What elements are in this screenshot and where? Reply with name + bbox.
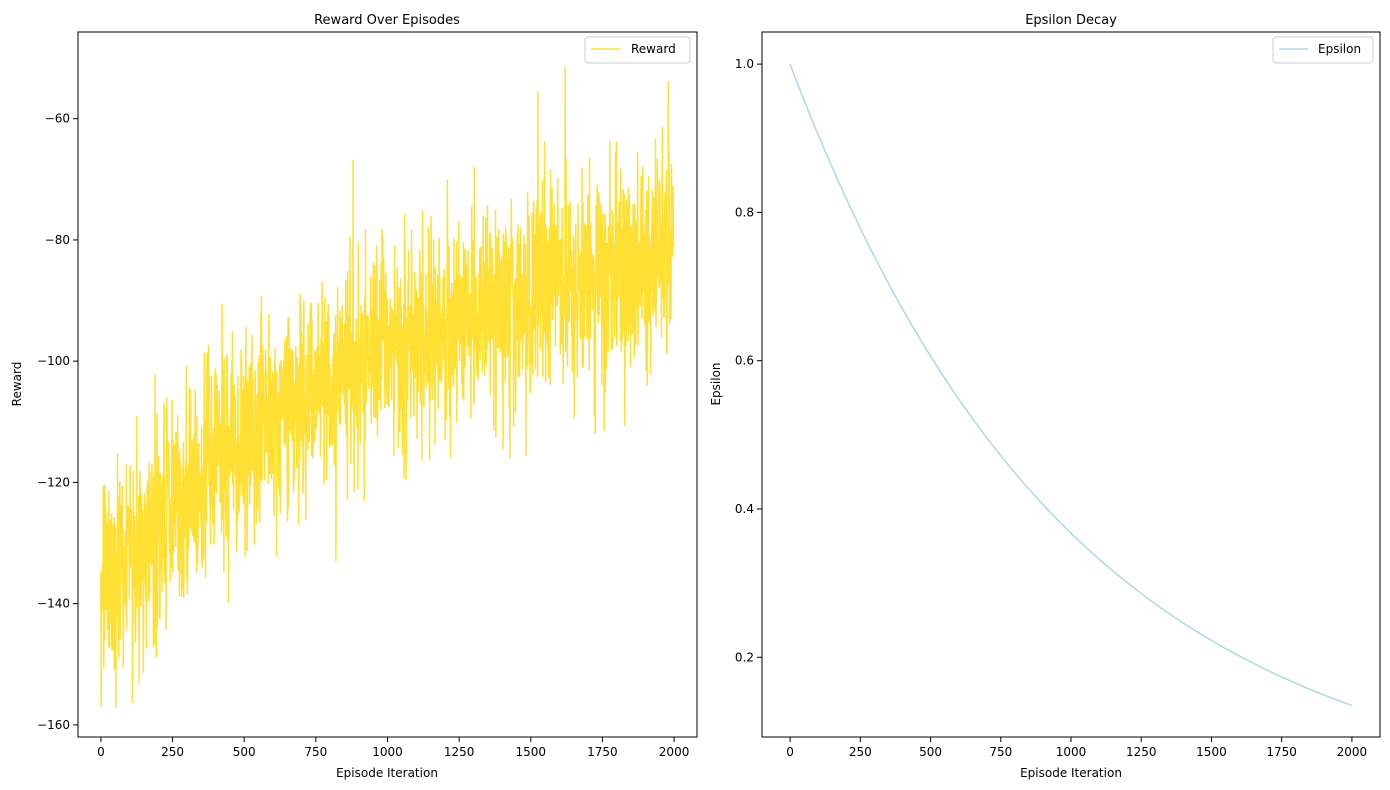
reward-x-ticks: 0 250 500 750 1000 1250 1500 1750 2000 <box>97 737 689 759</box>
reward-plot-area <box>100 67 675 708</box>
reward-x-tick-label: 1250 <box>444 745 475 759</box>
epsilon-y-tick-label: 0.2 <box>735 650 754 664</box>
epsilon-x-tick-label: 0 <box>786 745 794 759</box>
epsilon-x-ticks: 0 250 500 750 1000 1250 1500 1750 2000 <box>786 737 1367 759</box>
reward-x-tick-label: 500 <box>233 745 256 759</box>
reward-chart-title: Reward Over Episodes <box>314 13 460 28</box>
reward-series-line <box>100 67 675 708</box>
epsilon-series-line <box>789 63 1353 707</box>
reward-legend-label: Reward <box>631 42 676 56</box>
reward-x-tick-label: 250 <box>161 745 184 759</box>
epsilon-x-tick-label: 500 <box>919 745 942 759</box>
epsilon-y-tick-label: 0.6 <box>735 354 754 368</box>
epsilon-y-tick-label: 1.0 <box>735 57 754 71</box>
reward-legend: Reward <box>584 36 691 64</box>
epsilon-y-tick-label: 0.4 <box>735 502 754 516</box>
epsilon-x-axis-label: Episode Iteration <box>1020 766 1122 780</box>
reward-x-tick-label: 2000 <box>659 745 690 759</box>
epsilon-x-tick-label: 1250 <box>1126 745 1157 759</box>
epsilon-x-tick-label: 1000 <box>1056 745 1087 759</box>
epsilon-x-tick-label: 750 <box>989 745 1012 759</box>
reward-y-tick-label: −160 <box>37 718 70 732</box>
reward-x-axis-label: Episode Iteration <box>336 766 438 780</box>
epsilon-chart: Epsilon Decay 0 250 500 750 1000 1250 1500 1750… <box>709 13 1381 780</box>
reward-y-tick-label: −100 <box>37 354 70 368</box>
epsilon-y-ticks: 0.2 0.4 0.6 0.8 1.0 <box>735 57 762 664</box>
epsilon-legend-box <box>1272 36 1374 64</box>
epsilon-plot-area <box>789 63 1353 707</box>
epsilon-y-axis-label: Epsilon <box>709 362 723 405</box>
reward-y-tick-label: −140 <box>37 597 70 611</box>
reward-legend-box <box>584 36 691 64</box>
reward-y-ticks: −160 −140 −120 −100 −80 −60 <box>37 112 78 732</box>
reward-x-tick-label: 750 <box>304 745 327 759</box>
epsilon-x-tick-label: 250 <box>849 745 872 759</box>
epsilon-chart-title: Epsilon Decay <box>1025 13 1117 28</box>
reward-x-tick-label: 1500 <box>516 745 547 759</box>
reward-x-tick-label: 1000 <box>372 745 403 759</box>
epsilon-x-tick-label: 1750 <box>1266 745 1297 759</box>
epsilon-legend-label: Epsilon <box>1318 42 1361 56</box>
reward-y-tick-label: −60 <box>45 112 70 126</box>
reward-y-axis-label: Reward <box>10 362 24 407</box>
reward-x-tick-label: 1750 <box>587 745 618 759</box>
reward-y-tick-label: −80 <box>45 233 70 247</box>
epsilon-x-tick-label: 2000 <box>1337 745 1368 759</box>
reward-y-tick-label: −120 <box>37 475 70 489</box>
reward-x-tick-label: 0 <box>97 745 105 759</box>
epsilon-legend: Epsilon <box>1272 36 1374 64</box>
epsilon-x-tick-label: 1500 <box>1196 745 1227 759</box>
reward-chart: Reward Over Episodes 0 250 500 750 1000 1250 1… <box>10 13 698 780</box>
epsilon-y-tick-label: 0.8 <box>735 205 754 219</box>
